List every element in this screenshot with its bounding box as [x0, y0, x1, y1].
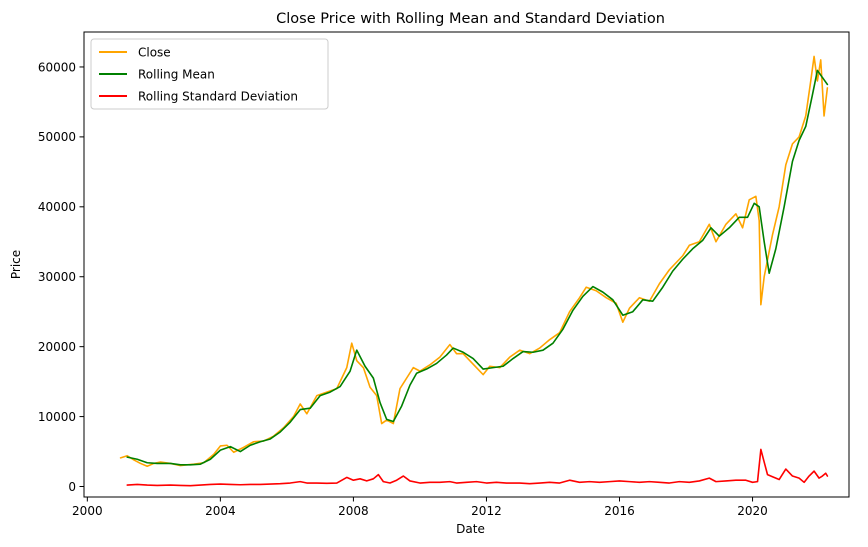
y-tick-label: 20000	[38, 340, 76, 354]
y-tick-label: 60000	[38, 60, 76, 74]
y-axis: 0 10000 20000 30000 40000 50000 60000	[38, 60, 84, 494]
x-tick-label: 2012	[471, 504, 502, 518]
chart-title: Close Price with Rolling Mean and Standa…	[276, 11, 665, 27]
y-tick-label: 50000	[38, 130, 76, 144]
x-axis: 2000 2004 2008 2012 2016 2020	[72, 497, 768, 518]
series-line-1	[119, 55, 829, 468]
x-axis-label: Date	[456, 522, 485, 536]
y-axis-label: Price	[9, 250, 23, 279]
y-tick-label: 40000	[38, 200, 76, 214]
legend-label: Rolling Standard Deviation	[138, 89, 298, 103]
x-tick-label: 2020	[737, 504, 768, 518]
y-tick-label: 10000	[38, 410, 76, 424]
legend-label: Rolling Mean	[138, 67, 215, 81]
series-line-2	[126, 69, 829, 466]
y-tick-label: 0	[68, 480, 76, 494]
y-tick-label: 30000	[38, 270, 76, 284]
series-layer	[119, 55, 829, 487]
series-line-3	[126, 448, 829, 487]
x-tick-label: 2016	[604, 504, 635, 518]
legend-label: Close	[138, 45, 171, 59]
legend: Close Rolling Mean Rolling Standard Deviat…	[90, 38, 329, 110]
x-tick-label: 2004	[205, 504, 236, 518]
legend-box	[90, 38, 329, 110]
x-tick-label: 2000	[72, 504, 103, 518]
plot-frame	[83, 31, 850, 498]
x-tick-label: 2008	[338, 504, 369, 518]
